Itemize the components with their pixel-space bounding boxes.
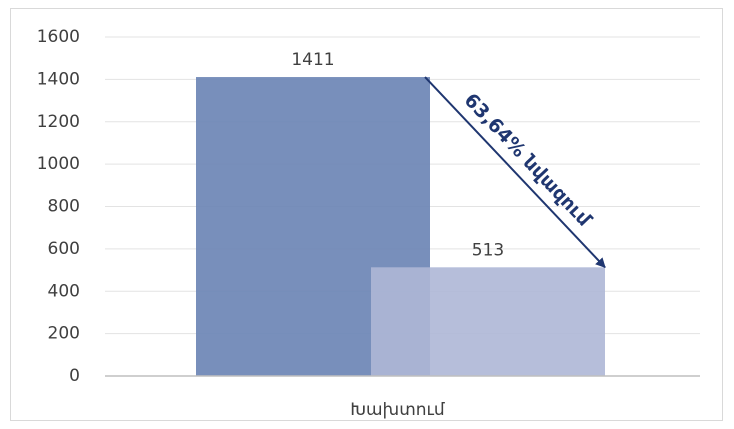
y-tick-label: 0	[69, 366, 80, 386]
data-label: 513	[472, 240, 504, 260]
y-tick-label: 600	[48, 239, 80, 259]
arrow	[424, 76, 606, 269]
bar	[371, 267, 605, 376]
data-label: 1411	[291, 50, 334, 70]
y-tick-label: 1400	[37, 69, 80, 89]
y-tick-label: 800	[48, 197, 80, 217]
y-tick-label: 1000	[37, 154, 80, 174]
y-tick-label: 1600	[37, 27, 80, 47]
y-tick-label: 1200	[37, 112, 80, 132]
x-tick-label: Խախտում	[350, 400, 445, 420]
y-tick-label: 400	[48, 281, 80, 301]
y-tick-label: 200	[48, 324, 80, 344]
